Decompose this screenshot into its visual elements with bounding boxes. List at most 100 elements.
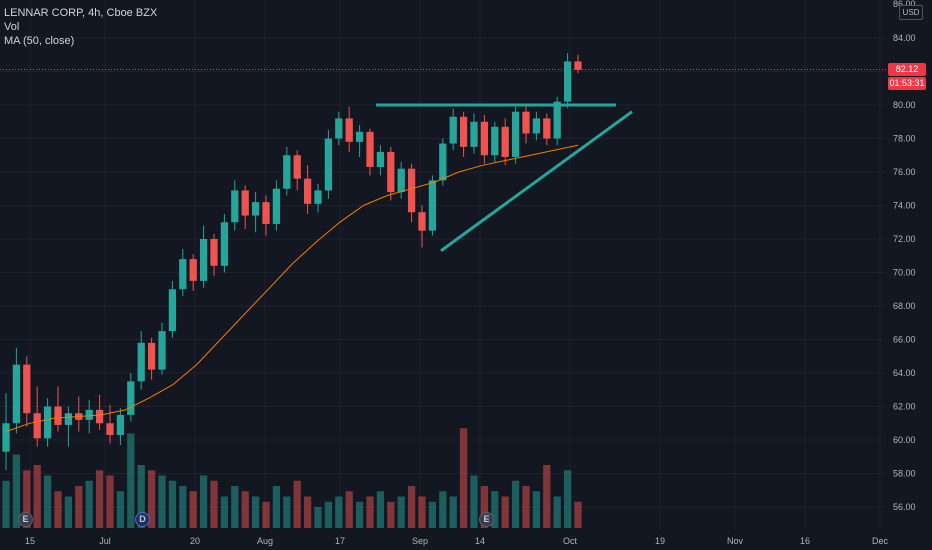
candle-body [54, 406, 62, 425]
price-axis-label: 56.00 [893, 502, 916, 512]
volume-bar [23, 470, 31, 528]
candle-body [272, 188, 281, 224]
volume-bar [376, 491, 385, 528]
ma-line [5, 144, 579, 433]
candle-body [158, 331, 166, 370]
candle-body [106, 423, 114, 435]
candle-body [241, 190, 249, 216]
price-axis-label: 60.00 [893, 435, 916, 445]
price-axis-label: 66.00 [893, 335, 916, 345]
candle-body [345, 118, 353, 142]
candle-body [95, 409, 104, 424]
volume-bar [95, 470, 104, 528]
volume-bar [345, 491, 353, 528]
volume-bar [293, 480, 301, 528]
time-axis-label: Jul [99, 536, 111, 546]
earnings-event-icon[interactable]: E [18, 512, 33, 527]
volume-bar [168, 480, 177, 528]
price-axis-label: 86.00 [893, 0, 916, 9]
time-axis-label: 16 [800, 536, 810, 546]
candle-body [418, 212, 426, 231]
candle-body [563, 61, 572, 102]
volume-bar [75, 486, 83, 528]
candle-body [459, 116, 468, 147]
countdown-tag: 01:53:31 [888, 77, 926, 90]
volume-bar [12, 454, 21, 528]
candle-body [2, 423, 10, 452]
volume-bar [397, 496, 405, 528]
price-axis-label: 62.00 [893, 402, 916, 412]
candle-body [335, 118, 343, 139]
volume-bar [85, 480, 93, 528]
volume-bar [158, 475, 166, 528]
symbol-title[interactable]: LENNAR CORP, 4h, Cboe BZX [4, 7, 158, 19]
volume-indicator-label[interactable]: Vol [4, 21, 20, 33]
candle-body [23, 364, 31, 414]
time-axis[interactable]: 15 Jul 20 Aug 17 Sep 14 Oct 19 Nov 16 Dec [25, 536, 889, 546]
candle-body [43, 406, 52, 439]
volume-bar [314, 507, 322, 528]
volume-bar [563, 470, 572, 528]
volume-bar [116, 491, 125, 528]
candle-body [387, 151, 395, 193]
candle-body [376, 151, 385, 167]
candle-body [324, 138, 333, 191]
volume-bar [251, 496, 260, 528]
candle-body [574, 61, 582, 70]
volume-bar [303, 496, 312, 528]
time-axis-label: Aug [257, 536, 273, 546]
dividend-event-icon[interactable]: D [135, 512, 150, 527]
volume-bar [127, 433, 135, 528]
candle-body [251, 202, 260, 216]
candle-body [501, 126, 509, 157]
pattern-drawings[interactable] [376, 103, 633, 252]
volume-bar [470, 475, 478, 528]
candle-body [116, 414, 125, 435]
volume-bar [543, 465, 551, 528]
candle-body [355, 131, 364, 142]
candle-body [262, 202, 270, 224]
volume-bar [262, 501, 270, 528]
time-axis-label: 15 [25, 536, 35, 546]
volume-bar [428, 501, 437, 528]
volume-bar [366, 496, 374, 528]
ma-indicator-label[interactable]: MA (50, close) [4, 35, 75, 47]
volume-bar [147, 470, 156, 528]
price-axis[interactable]: 84.00 80.00 78.00 76.00 74.00 72.00 70.00 68.00… [893, 0, 916, 512]
price-axis-label: 84.00 [893, 33, 916, 43]
volume-bar [418, 496, 426, 528]
volume-bar [491, 491, 499, 528]
candle-body [407, 168, 416, 213]
trendline [440, 110, 633, 252]
volume-bar [189, 491, 197, 528]
price-axis-label: 76.00 [893, 167, 916, 177]
volume-bar [532, 491, 541, 528]
chart-legend: LENNAR CORP, 4h, Cboe BZX Vol MA (50, cl… [4, 6, 157, 48]
candle-body [179, 259, 187, 290]
volume-bar [54, 491, 62, 528]
price-axis-label: 72.00 [893, 234, 916, 244]
price-axis-label: 80.00 [893, 100, 916, 110]
volume-bar [272, 486, 281, 528]
volume-bar [324, 501, 333, 528]
volume-bar [501, 496, 509, 528]
candle-body [366, 131, 374, 167]
time-axis-label: 20 [190, 536, 200, 546]
volume-bar [179, 486, 187, 528]
currency-badge[interactable]: USD [899, 5, 923, 20]
volume-bar [511, 480, 520, 528]
volume-bar [480, 486, 489, 528]
volume-bar [231, 486, 239, 528]
candle-body [480, 121, 489, 156]
earnings-event-icon[interactable]: E [479, 512, 494, 527]
volume-bar [43, 475, 52, 528]
price-axis-label: 78.00 [893, 134, 916, 144]
candle-body [283, 155, 291, 189]
volume-bar [210, 480, 218, 528]
candle-body [189, 259, 197, 281]
volume-bar [137, 465, 145, 528]
time-axis-label: Oct [563, 536, 578, 546]
time-axis-label: 17 [335, 536, 345, 546]
volume-bar [459, 428, 468, 528]
